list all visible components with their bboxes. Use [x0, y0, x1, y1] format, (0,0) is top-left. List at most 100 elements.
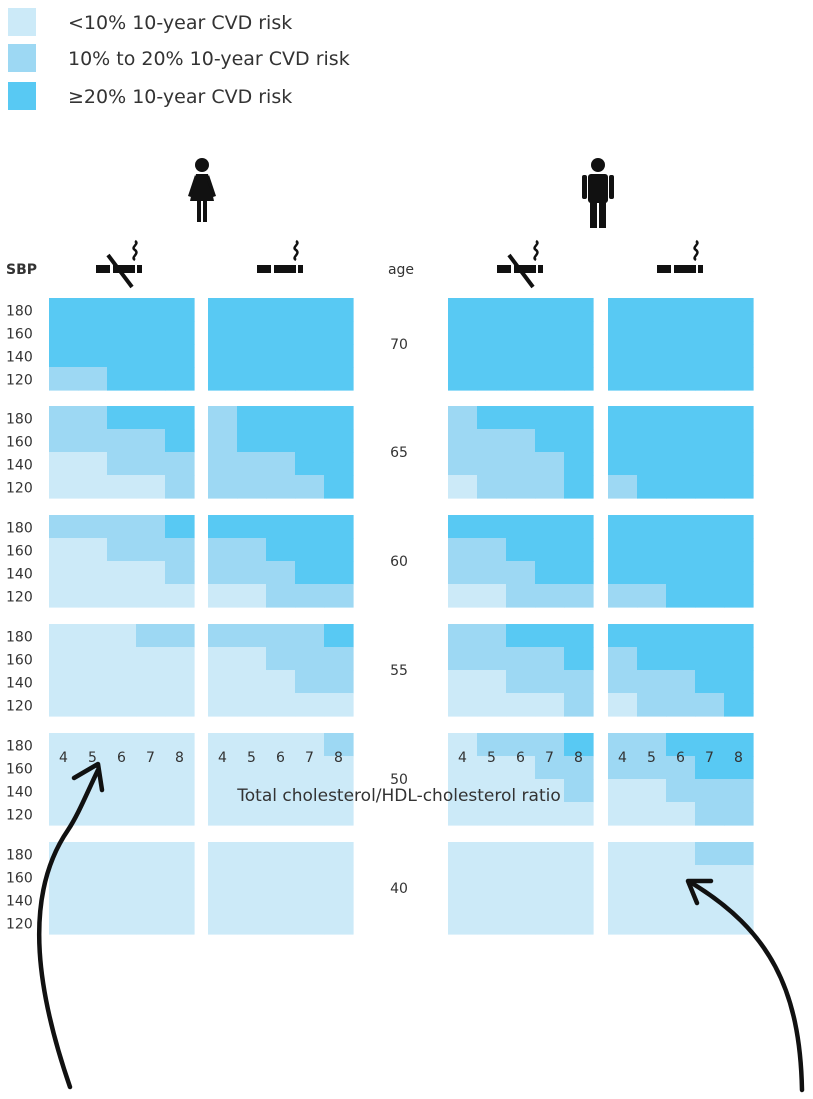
risk-cell — [666, 842, 696, 866]
risk-cell — [49, 515, 79, 539]
risk-cell — [78, 584, 108, 608]
risk-cell — [695, 298, 725, 322]
risk-cell — [608, 429, 638, 453]
risk-cell — [666, 779, 696, 803]
risk-cell — [208, 475, 238, 499]
age-label: 40 — [390, 881, 408, 897]
risk-cell — [266, 321, 296, 345]
risk-cell — [208, 733, 238, 757]
sbp-header: SBP — [6, 262, 37, 278]
risk-cell — [564, 865, 594, 889]
risk-cell — [136, 911, 166, 935]
sbp-tick-label: 180 — [6, 412, 33, 428]
risk-cell — [477, 865, 507, 889]
woman-icon — [188, 158, 216, 222]
risk-cell — [324, 670, 354, 694]
risk-cell — [208, 538, 238, 562]
risk-cell — [564, 911, 594, 935]
risk-cell — [295, 538, 325, 562]
risk-cell — [107, 561, 137, 585]
risk-cell — [295, 452, 325, 476]
risk-cell — [49, 561, 79, 585]
risk-cell — [266, 670, 296, 694]
risk-cell — [666, 321, 696, 345]
risk-cell — [724, 802, 754, 826]
legend-swatch-mid — [8, 44, 36, 72]
risk-cell — [608, 733, 638, 757]
risk-cell — [237, 452, 267, 476]
risk-cell — [695, 624, 725, 648]
sbp-tick-label: 120 — [6, 808, 33, 824]
risk-cell — [324, 298, 354, 322]
risk-cell — [506, 538, 536, 562]
x-tick-label: 7 — [705, 750, 714, 766]
risk-cell — [564, 756, 594, 780]
risk-cell — [477, 842, 507, 866]
risk-cell — [295, 911, 325, 935]
risk-cell — [608, 865, 638, 889]
risk-cell — [107, 298, 137, 322]
risk-cell — [295, 475, 325, 499]
risk-cell — [136, 475, 166, 499]
risk-cell — [208, 321, 238, 345]
risk-cell — [324, 515, 354, 539]
risk-cell — [637, 842, 667, 866]
legend: <10% 10-year CVD risk 10% to 20% 10-year… — [8, 8, 350, 110]
risk-cell — [695, 842, 725, 866]
risk-cell — [107, 538, 137, 562]
risk-cell — [448, 647, 478, 671]
risk-cell — [666, 756, 696, 780]
risk-cell — [506, 647, 536, 671]
risk-cell — [448, 756, 478, 780]
risk-cell — [165, 888, 195, 912]
risk-cell — [535, 911, 565, 935]
risk-cell — [666, 911, 696, 935]
risk-cell — [107, 321, 137, 345]
risk-cell — [535, 647, 565, 671]
risk-cell — [324, 452, 354, 476]
risk-cell — [136, 406, 166, 430]
risk-cell — [535, 733, 565, 757]
risk-cell — [324, 429, 354, 453]
risk-cell — [448, 802, 478, 826]
risk-cell — [535, 624, 565, 648]
risk-cell — [49, 733, 79, 757]
risk-cell — [237, 584, 267, 608]
risk-cell — [535, 779, 565, 803]
risk-cell — [535, 888, 565, 912]
sbp-tick-label: 120 — [6, 699, 33, 715]
risk-cell — [448, 344, 478, 368]
age-label: 60 — [390, 554, 408, 570]
risk-cell — [535, 429, 565, 453]
risk-cell — [49, 406, 79, 430]
risk-cell — [724, 756, 754, 780]
risk-cell — [724, 842, 754, 866]
risk-cell — [506, 802, 536, 826]
risk-cell — [237, 298, 267, 322]
sbp-tick-label: 140 — [6, 785, 33, 801]
risk-cell — [477, 670, 507, 694]
risk-cell — [208, 756, 238, 780]
risk-cell — [564, 584, 594, 608]
risk-cell — [608, 842, 638, 866]
risk-cell — [608, 802, 638, 826]
risk-cell — [237, 367, 267, 391]
risk-cell — [107, 647, 137, 671]
risk-cell — [666, 298, 696, 322]
risk-cell — [608, 647, 638, 671]
risk-cell — [295, 624, 325, 648]
risk-cell — [295, 561, 325, 585]
risk-cell — [564, 647, 594, 671]
sbp-tick-label: 180 — [6, 521, 33, 537]
risk-cell — [506, 756, 536, 780]
risk-cell — [666, 538, 696, 562]
risk-cell — [564, 321, 594, 345]
risk-cell — [165, 842, 195, 866]
risk-cell — [564, 802, 594, 826]
risk-cell — [535, 842, 565, 866]
risk-cell — [107, 693, 137, 717]
risk-cell — [695, 321, 725, 345]
risk-cell — [295, 515, 325, 539]
risk-cell — [506, 406, 536, 430]
sbp-tick-label: 160 — [6, 871, 33, 887]
